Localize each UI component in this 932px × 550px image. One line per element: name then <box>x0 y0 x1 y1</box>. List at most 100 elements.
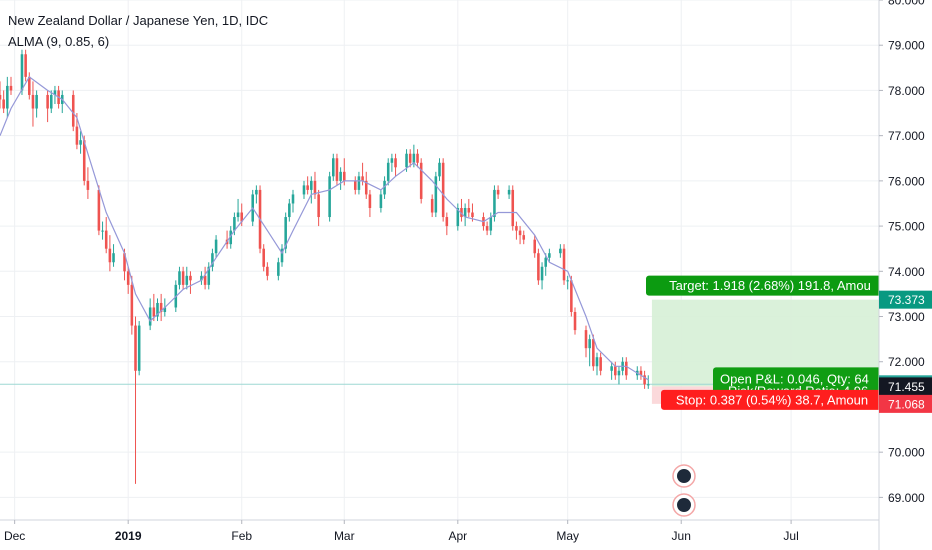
candle-body <box>386 162 390 181</box>
candle-body <box>284 217 287 249</box>
candle-body <box>456 208 460 227</box>
time-tick-label: May <box>556 529 579 543</box>
candle-body <box>280 248 284 263</box>
candle-body <box>82 140 86 181</box>
candle-body <box>20 54 24 91</box>
price-tick-label: 74.000 <box>888 265 925 279</box>
candle-body <box>445 217 449 227</box>
time-tick-label: 2019 <box>115 529 142 543</box>
candle-body <box>104 230 108 249</box>
candle-body <box>562 248 566 281</box>
candle-body <box>405 153 408 168</box>
target-label-text: Target: 1.918 (2.68%) 191.8, Amou <box>669 278 871 293</box>
candle-body <box>566 280 569 282</box>
candle-body <box>101 230 104 232</box>
candle-body <box>229 230 233 245</box>
candle-body <box>31 94 35 109</box>
candle-body <box>240 212 244 222</box>
candle-body <box>364 180 368 195</box>
price-tag: 71.455 <box>879 377 932 396</box>
event-icons <box>672 464 696 517</box>
candle-body <box>53 90 57 95</box>
candle-body <box>573 312 577 331</box>
candle-body <box>522 235 526 240</box>
candle-body <box>310 180 313 190</box>
candle-body <box>511 189 515 227</box>
position-labels: Target: 1.918 (2.68%) 191.8, Amou Open P&… <box>646 275 879 410</box>
candle-body <box>233 217 236 231</box>
candle-body <box>163 307 167 312</box>
candle-body <box>108 248 112 263</box>
candle-body <box>134 325 137 371</box>
price-tag: 73.373 <box>879 290 932 309</box>
candle-body <box>646 384 650 386</box>
chart-title: New Zealand Dollar / Japanese Yen, 1D, I… <box>8 13 269 28</box>
candle-body <box>288 203 291 218</box>
candle-body <box>614 366 617 376</box>
candle-body <box>86 180 90 190</box>
candle-body <box>639 370 643 376</box>
moon-icon <box>677 498 691 512</box>
candle-body <box>548 253 551 258</box>
candle-body <box>203 275 207 285</box>
price-tick-label: 69.000 <box>888 491 925 505</box>
candle-body <box>368 194 372 208</box>
time-tick-label: Dec <box>4 529 25 543</box>
candle-body <box>6 85 9 109</box>
candle-body <box>570 280 573 312</box>
candle-body <box>430 198 434 213</box>
price-axis: 80.000 79.000 78.000 77.000 76.000 75.000 74.0… <box>879 0 932 505</box>
candle-body <box>156 302 159 317</box>
price-tick-label: 72.000 <box>888 355 925 369</box>
candle-body <box>178 271 181 285</box>
candle-body <box>412 153 416 163</box>
candle-body <box>496 189 500 195</box>
grid <box>0 0 879 520</box>
price-tag-label: 71.068 <box>888 397 925 411</box>
candle-body <box>214 239 218 254</box>
stop-label-bg <box>661 389 879 410</box>
candle-body <box>49 94 53 109</box>
price-tick-label: 78.000 <box>888 84 925 98</box>
time-tick-label: Feb <box>231 529 252 543</box>
candle-body <box>467 208 471 213</box>
candle-body <box>471 212 474 218</box>
candle-body <box>394 158 397 168</box>
time-axis: Dec 2019 Feb Mar Apr May Jun Jul <box>4 520 799 543</box>
candle-body <box>123 253 126 272</box>
legend: New Zealand Dollar / Japanese Yen, 1D, I… <box>8 10 268 52</box>
candle-body <box>463 208 467 218</box>
candle-body <box>148 307 152 326</box>
candle-body <box>9 85 13 91</box>
stop-label-text: Stop: 0.387 (0.54%) 38.7, Amoun <box>676 392 868 407</box>
candle-body <box>493 189 496 218</box>
candle-body <box>75 126 79 145</box>
candle-body <box>302 185 306 195</box>
price-tag-bg <box>879 377 932 396</box>
target-label: Target: 1.918 (2.68%) 191.8, Amou <box>646 275 879 296</box>
candle-body <box>339 171 342 181</box>
stop-label: Stop: 0.387 (0.54%) 38.7, Amoun <box>661 389 879 410</box>
candle-body <box>595 357 599 367</box>
price-tick-label: 76.000 <box>888 174 925 188</box>
price-tick-label: 73.000 <box>888 310 925 324</box>
candle-body <box>306 185 309 190</box>
candle-body <box>544 257 547 267</box>
candle-body <box>24 54 27 77</box>
candle-body <box>507 189 511 195</box>
candle-body <box>361 176 364 181</box>
candle-body <box>357 176 361 190</box>
price-tick-label: 80.000 <box>888 0 925 8</box>
alma-line <box>0 76 649 381</box>
candle-body <box>533 239 537 254</box>
candle-body <box>35 94 38 109</box>
price-tag-label: 71.455 <box>888 380 925 394</box>
candle-body <box>383 180 386 195</box>
time-tick-label: Jul <box>783 529 798 543</box>
candle-body <box>317 194 320 218</box>
candle-body <box>441 162 445 218</box>
candle-body <box>518 230 522 236</box>
time-tick-label: Jun <box>672 529 691 543</box>
